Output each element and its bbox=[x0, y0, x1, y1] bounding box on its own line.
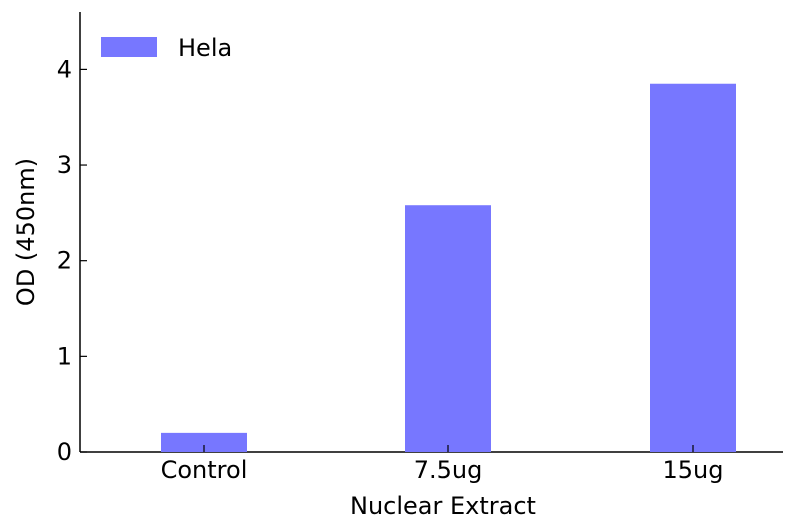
legend-label-hela: Hela bbox=[178, 34, 232, 62]
x-tick-label: 15ug bbox=[663, 456, 724, 484]
x-tick-label: 7.5ug bbox=[414, 456, 483, 484]
bar-15ug bbox=[650, 83, 736, 452]
legend: Hela bbox=[101, 34, 232, 62]
y-axis-label: OD (450nm) bbox=[12, 158, 40, 306]
x-ticks: Control 7.5ug 15ug bbox=[161, 445, 724, 484]
x-tick-label: Control bbox=[161, 456, 248, 484]
y-tick-label: 2 bbox=[57, 247, 72, 275]
bar-7-5ug bbox=[405, 205, 491, 452]
y-tick-label: 4 bbox=[57, 55, 72, 83]
bars bbox=[161, 83, 736, 452]
bar-control bbox=[161, 432, 247, 452]
y-tick-label: 1 bbox=[57, 342, 72, 370]
y-ticks: 0 1 2 3 4 bbox=[57, 55, 87, 466]
legend-swatch-hela bbox=[101, 37, 157, 57]
x-axis-label: Nuclear Extract bbox=[350, 492, 536, 518]
y-tick-label: 3 bbox=[57, 151, 72, 179]
y-tick-label: 0 bbox=[57, 438, 72, 466]
